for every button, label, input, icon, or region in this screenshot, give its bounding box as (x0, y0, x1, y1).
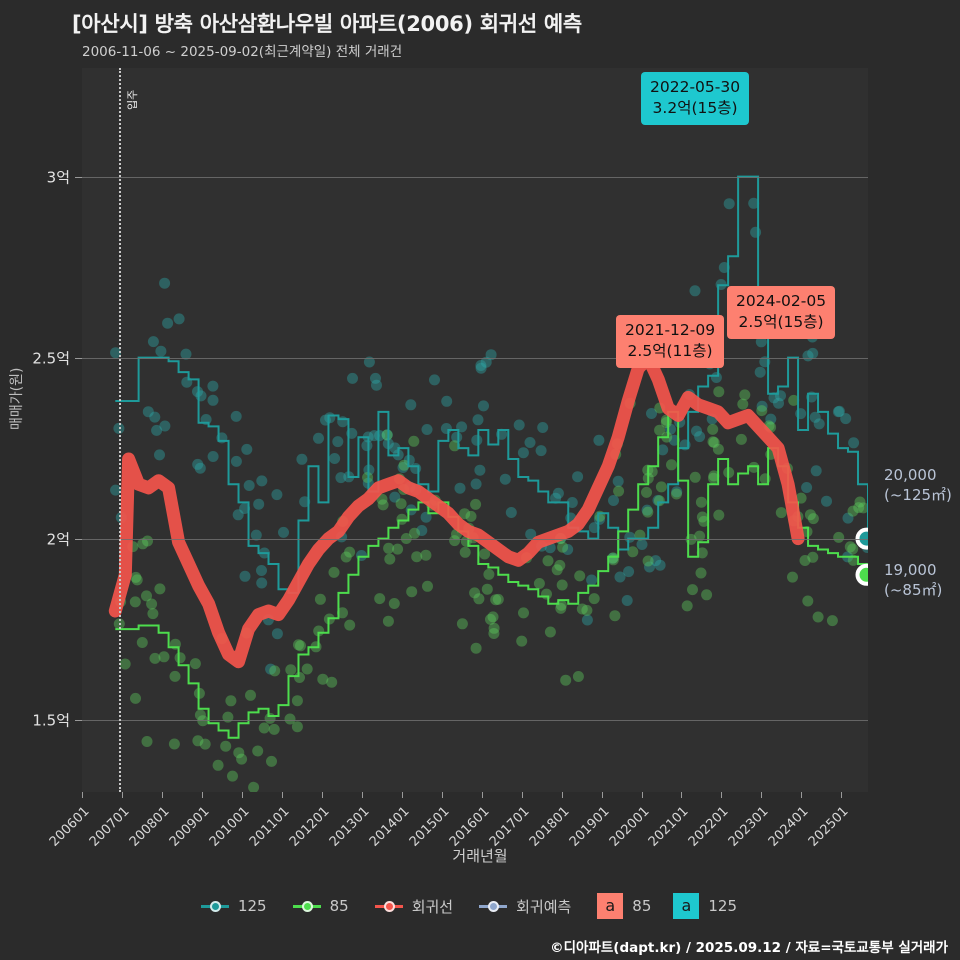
y-tick-label: 2억 (46, 530, 70, 549)
x-tick (521, 792, 523, 798)
x-tick (721, 792, 723, 798)
series-line-125 (115, 175, 868, 594)
gridline-y (82, 538, 868, 540)
edge-area: (~125㎡) (884, 486, 952, 505)
legend-label: 회귀선 (411, 897, 454, 916)
plot-area (82, 68, 868, 792)
x-tick (361, 792, 363, 798)
endpoint-marker-85 (855, 563, 868, 586)
edge-label-125: 20,000 (~125㎡) (884, 465, 952, 506)
callout-2024-02-05: 2024-02-05 2.5억(15층) (727, 286, 836, 339)
callout-date: 2024-02-05 (736, 292, 827, 310)
callout-date: 2021-12-09 (625, 321, 716, 339)
x-tick (561, 792, 563, 798)
badge-glyph-icon: a (597, 893, 624, 919)
y-tick (75, 538, 82, 540)
x-tick (601, 792, 603, 798)
legend-badge-label: 125 (708, 897, 738, 915)
chart-svg (108, 175, 868, 792)
x-tick (761, 792, 763, 798)
legend-badge-label: 85 (632, 897, 652, 915)
y-tick-label: 2.5억 (32, 349, 70, 368)
legend-swatch-icon (374, 900, 403, 912)
series-line-regression (108, 351, 805, 669)
y-tick (75, 176, 82, 178)
x-tick (82, 792, 83, 798)
legend-label: 85 (329, 897, 349, 915)
legend-label: 회귀예측 (516, 897, 572, 916)
gridline-y (82, 176, 868, 178)
x-tick (281, 792, 283, 798)
legend: 125 85 회귀선 회귀예측 a 85 a 125 (0, 893, 960, 919)
move-in-line (118, 68, 121, 792)
series-line-85 (115, 410, 868, 739)
legend-badge-125[interactable]: a 125 (673, 893, 737, 919)
y-tick-label: 3억 (46, 168, 70, 187)
x-tick (681, 792, 683, 798)
x-tick (161, 792, 163, 798)
legend-swatch-icon (292, 900, 321, 912)
x-axis-title: 거래년월 (452, 847, 508, 865)
callout-2021-12-09: 2021-12-09 2.5억(11층) (616, 315, 725, 368)
callout-price: 3.2억(15층) (652, 98, 738, 117)
edge-value: 19,000 (884, 561, 937, 579)
x-tick (441, 792, 443, 798)
x-tick (481, 792, 483, 798)
legend-swatch-icon (479, 900, 508, 912)
move-in-label: 입주 (125, 89, 139, 110)
legend-label: 125 (237, 897, 267, 915)
edge-label-85: 19,000 (~85㎡) (884, 560, 942, 601)
x-tick (641, 792, 643, 798)
x-tick (801, 792, 803, 798)
badge-glyph-icon: a (673, 893, 700, 919)
edge-value: 20,000 (884, 466, 937, 484)
x-tick (201, 792, 203, 798)
page-title: [아산시] 방축 아산삼환나우빌 아파트(2006) 회귀선 예측 (72, 12, 582, 36)
legend-item-125[interactable]: 125 (200, 897, 267, 915)
y-tick (75, 357, 82, 359)
callout-price: 2.5억(11층) (627, 341, 713, 360)
legend-badge-85[interactable]: a 85 (597, 893, 651, 919)
legend-item-85[interactable]: 85 (292, 897, 349, 915)
gridline-y (82, 357, 868, 359)
x-tick (841, 792, 843, 798)
legend-swatch-icon (200, 900, 229, 912)
y-tick (75, 719, 82, 721)
edge-area: (~85㎡) (884, 581, 943, 600)
x-tick (321, 792, 323, 798)
page-subtitle: 2006-11-06 ~ 2025-09-02(최근계약일) 전체 거래건 (82, 44, 403, 60)
y-axis-title: 매매가(원) (9, 367, 25, 430)
legend-item-회귀예측[interactable]: 회귀예측 (479, 896, 571, 917)
footer-credit: ©디아파트(dapt.kr) / 2025.09.12 / 자료=국토교통부 실… (550, 940, 948, 956)
x-tick (241, 792, 243, 798)
callout-date: 2022-05-30 (650, 78, 741, 96)
y-tick-label: 1.5억 (32, 711, 70, 730)
callout-2022-05-30: 2022-05-30 3.2억(15층) (641, 72, 750, 125)
x-tick (401, 792, 403, 798)
legend-item-회귀선[interactable]: 회귀선 (374, 896, 454, 917)
x-tick (121, 792, 123, 798)
callout-price: 2.5억(15층) (738, 312, 824, 331)
gridline-y (82, 719, 868, 721)
